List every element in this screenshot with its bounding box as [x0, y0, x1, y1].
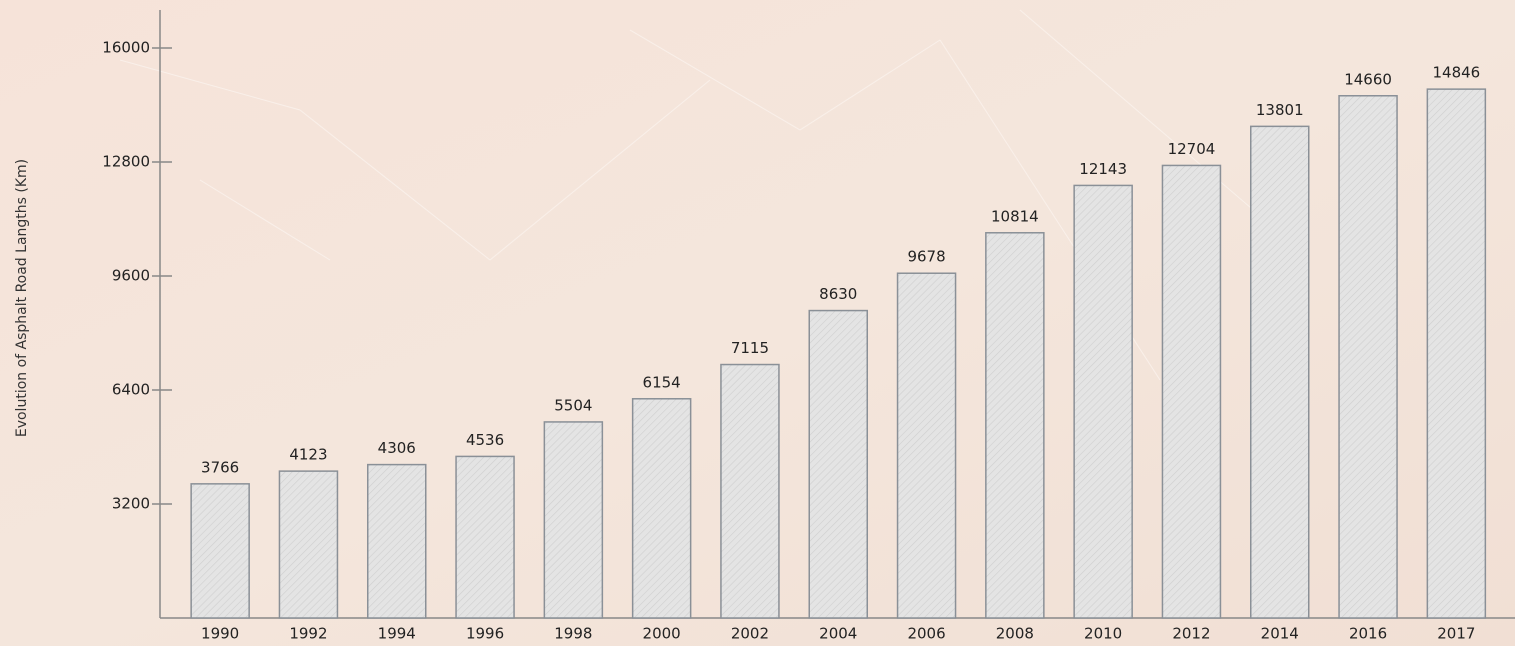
x-tick-label: 2017 [1437, 625, 1475, 643]
bar [1161, 164, 1222, 619]
data-label: 12704 [1168, 140, 1216, 158]
bar [631, 398, 692, 619]
data-label: 8630 [819, 285, 857, 303]
bar [1250, 125, 1310, 619]
bar [808, 309, 868, 619]
data-label: 7115 [731, 339, 769, 357]
y-tick-label: 6400 [112, 381, 150, 399]
bar [1073, 184, 1133, 619]
x-tick-label: 2016 [1349, 625, 1387, 643]
bar [985, 232, 1045, 619]
x-tick-label: 1992 [289, 625, 327, 643]
bar [543, 421, 604, 619]
x-tick-label: 2004 [819, 625, 857, 643]
x-tick-label: 2008 [996, 625, 1034, 643]
x-tick-label: 1990 [201, 625, 239, 643]
bar [896, 272, 957, 619]
y-tick-label: 9600 [112, 267, 150, 285]
x-tick-label: 1998 [554, 625, 592, 643]
data-label: 14660 [1344, 70, 1392, 88]
x-tick-label: 1994 [378, 625, 416, 643]
x-tick-label: 2010 [1084, 625, 1122, 643]
data-label: 4536 [466, 431, 504, 449]
y-tick-label: 12800 [102, 153, 150, 171]
data-label: 14846 [1432, 64, 1480, 82]
data-label: 5504 [554, 396, 592, 414]
data-label: 9678 [907, 248, 945, 266]
bar [720, 363, 780, 619]
bar [1338, 95, 1398, 619]
x-tick-label: 2012 [1172, 625, 1210, 643]
data-label: 10814 [991, 207, 1039, 225]
x-tick-label: 1996 [466, 625, 504, 643]
data-label: 6154 [643, 373, 681, 391]
y-axis-label: Evolution of Asphalt Road Langths (Km) [14, 159, 30, 437]
x-tick-label: 2002 [731, 625, 769, 643]
bar [455, 455, 515, 619]
x-tick-label: 2006 [907, 625, 945, 643]
data-label: 4123 [289, 446, 327, 464]
data-label: 3766 [201, 458, 239, 476]
bar [1426, 88, 1487, 619]
x-tick-label: 2000 [643, 625, 681, 643]
bar [367, 463, 427, 619]
y-tick-label: 16000 [102, 39, 150, 57]
x-tick-label: 2014 [1261, 625, 1299, 643]
bar [190, 483, 250, 619]
data-label: 4306 [378, 439, 416, 457]
data-label: 12143 [1079, 160, 1127, 178]
data-label: 13801 [1256, 101, 1304, 119]
bar [278, 470, 339, 619]
y-tick-label: 3200 [112, 495, 150, 513]
